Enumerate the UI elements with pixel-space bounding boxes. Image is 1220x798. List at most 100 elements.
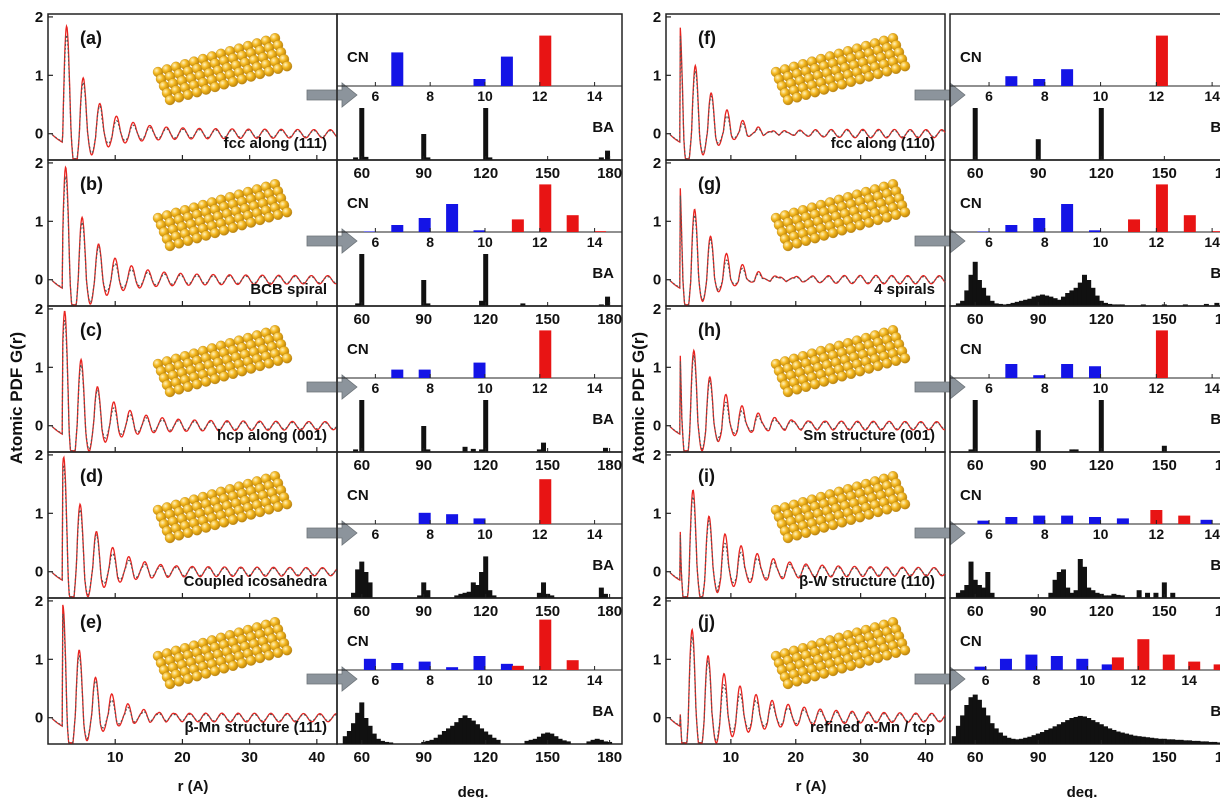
nanowire-atom — [191, 379, 203, 390]
nanowire-atom — [200, 668, 212, 679]
nanowire-atom — [281, 353, 293, 364]
nanowire-atom — [854, 658, 866, 669]
pdf-x-tick-label: 20 — [787, 749, 804, 766]
ba-x-tick-label: 120 — [473, 311, 498, 328]
cn-bar — [1033, 375, 1046, 378]
ba-bar — [1098, 108, 1104, 160]
nanowire-atom — [182, 673, 194, 684]
nanowire-atom — [818, 668, 830, 679]
ba-x-tick-label: 120 — [1089, 165, 1114, 182]
nanowire-atom — [800, 89, 812, 100]
cn-x-tick-label: 8 — [1041, 88, 1049, 104]
cn-bar — [566, 660, 579, 670]
ba-bar — [1203, 741, 1209, 744]
nanowire-atom — [200, 84, 212, 95]
ba-bar — [425, 590, 431, 598]
ba-bar — [1170, 592, 1176, 598]
ba-bar — [602, 593, 608, 598]
ba-bar — [1077, 715, 1083, 744]
panel-tag: (d) — [80, 466, 103, 486]
ba-bar — [1077, 559, 1083, 598]
cn-x-tick-label: 10 — [1093, 380, 1109, 396]
nanowire-atom — [890, 355, 902, 366]
cn-bar — [391, 663, 404, 670]
nanowire-atom — [890, 63, 902, 74]
ba-bar — [1081, 274, 1087, 306]
ba-bar — [1060, 569, 1066, 598]
nanowire-atom — [800, 527, 812, 538]
pdf-y-tick-label: 2 — [35, 447, 43, 464]
ba-bar — [1094, 592, 1100, 598]
cn-x-tick-label: 12 — [1149, 380, 1165, 396]
nanowire-atom — [782, 532, 794, 544]
nanowire-atom — [845, 660, 857, 671]
ba-bar — [353, 449, 359, 452]
nanowire-atom — [173, 384, 185, 395]
nanowire-atom — [164, 678, 176, 690]
cn-bar — [1101, 664, 1114, 670]
ba-bar — [425, 157, 431, 160]
ba-x-tick-label: 120 — [473, 457, 498, 474]
ba-bar — [1111, 304, 1117, 306]
ba-bar — [479, 300, 485, 306]
nanowire-atom — [809, 233, 821, 244]
nanowire-atom — [782, 94, 794, 106]
pdf-y-tick-label: 2 — [653, 9, 661, 26]
cn-x-tick-label: 8 — [1041, 526, 1049, 542]
ba-bar — [1119, 732, 1125, 744]
panel-tag: (j) — [698, 612, 715, 632]
ba-x-axis-label-left: deg. — [458, 784, 489, 798]
ba-bar — [1065, 720, 1071, 744]
cn-x-tick-label: 12 — [532, 526, 548, 542]
ba-x-tick-label: 150 — [535, 457, 560, 474]
cn-x-tick-label: 14 — [1181, 672, 1197, 688]
nanowire-atom — [872, 68, 884, 80]
nanowire-atom — [182, 381, 194, 392]
panel-tag: (g) — [698, 174, 721, 194]
ba-bar — [1094, 722, 1100, 744]
pdf-y-tick-label: 0 — [35, 126, 43, 143]
cn-x-tick-label: 10 — [477, 234, 493, 250]
nanowire-atom — [254, 506, 266, 518]
ba-bar — [1010, 738, 1016, 744]
ba-bar — [993, 728, 999, 744]
nanowire-atom — [209, 227, 221, 239]
cn-bar — [1050, 656, 1063, 670]
ba-bar — [388, 742, 394, 744]
ba-bar — [363, 156, 369, 160]
nanowire-atom — [863, 509, 875, 520]
ba-bar — [598, 304, 604, 306]
cn-bar — [1061, 204, 1074, 232]
ba-bar — [355, 569, 361, 598]
nanowire-atom — [881, 504, 893, 515]
cn-label: CN — [347, 49, 369, 66]
nanowire-atom — [782, 386, 794, 398]
nanowire-atom — [791, 384, 803, 395]
ba-bar — [1153, 738, 1159, 744]
nanowire-atom — [809, 379, 821, 390]
cn-bar — [539, 184, 552, 232]
ba-x-tick-label: 60 — [967, 603, 984, 620]
ba-bar — [553, 736, 559, 744]
ba-x-tick-label: 180 — [1215, 311, 1220, 328]
ba-bar — [972, 694, 978, 744]
ba-bar — [355, 712, 361, 744]
panel-label: fcc along (110) — [831, 135, 935, 152]
cn-bar — [446, 667, 459, 670]
ba-label: BA — [592, 411, 614, 428]
arrow-icon — [306, 666, 358, 692]
nanowire-atom — [245, 655, 257, 666]
cn-ba-frame — [336, 13, 623, 161]
nanowire-atom — [881, 358, 893, 369]
pdf-y-tick-label: 1 — [653, 67, 661, 84]
ba-bar — [1111, 729, 1117, 744]
ba-bar — [491, 595, 497, 598]
cn-bar — [446, 514, 459, 524]
ba-bar — [1115, 594, 1121, 598]
ba-bar — [1081, 566, 1087, 598]
nanowire-model — [770, 325, 911, 398]
cn-bar — [1183, 215, 1196, 232]
ba-bar — [1014, 739, 1020, 744]
